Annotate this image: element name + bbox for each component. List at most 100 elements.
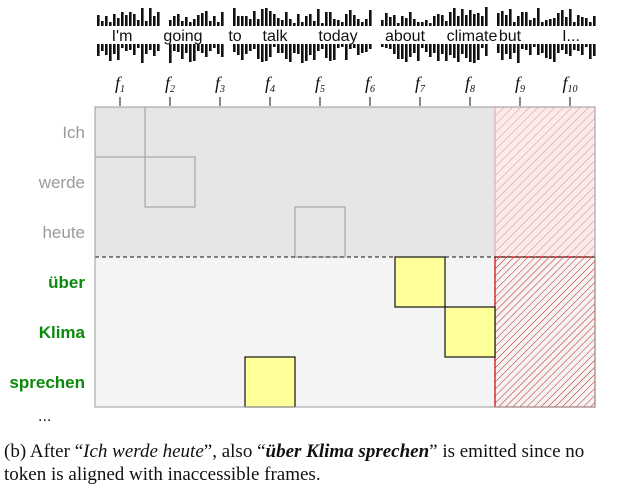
alignment-grid xyxy=(94,106,596,408)
waveform-bar xyxy=(221,12,224,26)
waveform-bar xyxy=(481,16,484,26)
waveform-bar xyxy=(569,9,572,26)
waveform-bar xyxy=(221,44,224,57)
waveform-bar xyxy=(273,44,276,47)
frame-subscript: 1 xyxy=(120,84,125,95)
waveform-bar xyxy=(401,44,404,59)
waveform-bar xyxy=(485,44,488,56)
waveform-bar xyxy=(369,10,372,26)
waveform-bar xyxy=(329,12,332,26)
waveform-bar xyxy=(509,44,512,59)
waveform-bar xyxy=(517,44,520,63)
waveform-bar xyxy=(101,44,104,51)
waveform-bar xyxy=(565,17,568,26)
waveform-bar xyxy=(389,17,392,26)
audio-waveform xyxy=(97,7,596,63)
waveform-bar xyxy=(477,44,480,60)
waveform-bar xyxy=(337,44,340,48)
waveform-bar xyxy=(173,16,176,26)
waveform-bar xyxy=(149,44,152,50)
waveform-bar xyxy=(237,44,240,55)
waveform-bar xyxy=(353,15,356,26)
waveform-bar xyxy=(361,44,364,53)
caption-part-1: (b) After “ xyxy=(4,441,84,462)
waveform-bar xyxy=(409,44,412,57)
waveform-bar xyxy=(233,44,236,52)
waveform-bar xyxy=(357,44,360,55)
waveform-bar xyxy=(249,19,252,26)
waveform-bar xyxy=(525,44,528,50)
waveform-bar xyxy=(389,44,392,49)
waveform-bar xyxy=(121,44,124,48)
frame-subscript: 7 xyxy=(420,84,426,95)
waveform-bar xyxy=(469,44,472,62)
frame-subscript: 5 xyxy=(320,84,325,95)
frame-label-f7: f7 xyxy=(415,73,426,95)
waveform-bar xyxy=(265,44,268,61)
waveform-bar xyxy=(533,18,536,26)
token-label-emitted: Klima xyxy=(39,323,86,342)
waveform-bar xyxy=(581,44,584,55)
waveform-bar xyxy=(109,22,112,26)
waveform-bar xyxy=(517,16,520,26)
waveform-bar xyxy=(393,15,396,26)
waveform-bar xyxy=(265,8,268,26)
waveform-bar xyxy=(341,22,344,26)
waveform-bar xyxy=(341,44,344,47)
waveform-bar xyxy=(141,8,144,26)
waveform-bar xyxy=(485,7,488,26)
waveform-bar xyxy=(189,44,192,62)
transcript-word: I... xyxy=(562,28,580,45)
waveform-bar xyxy=(349,44,352,49)
waveform-bar xyxy=(417,44,420,61)
waveform-bar xyxy=(473,14,476,26)
waveform-bar xyxy=(425,44,428,52)
transcript-word: climate xyxy=(447,28,498,45)
waveform-bar xyxy=(157,44,160,51)
waveform-bar xyxy=(213,44,216,48)
waveform-bar xyxy=(413,19,416,26)
waveform-bar xyxy=(457,44,460,62)
waveform-bar xyxy=(253,44,256,49)
waveform-bar xyxy=(509,9,512,26)
waveform-bar xyxy=(181,44,184,59)
waveform-bar xyxy=(405,44,408,62)
waveform-bar xyxy=(321,23,324,26)
waveform-bar xyxy=(317,9,320,26)
frame-subscript: 4 xyxy=(270,84,275,95)
waveform-bar xyxy=(325,44,328,58)
waveform-bar xyxy=(185,44,188,53)
waveform-bar xyxy=(141,44,144,63)
frame-label-f4: f4 xyxy=(265,73,275,95)
waveform-bar xyxy=(533,44,536,47)
waveform-bar xyxy=(309,14,312,26)
waveform-bar xyxy=(213,16,216,26)
grid-border xyxy=(94,106,596,408)
token-label-emitted: sprechen xyxy=(9,373,85,392)
waveform-bar xyxy=(241,16,244,26)
waveform-bar xyxy=(281,20,284,26)
waveform-bar xyxy=(129,12,132,26)
waveform-bar xyxy=(249,44,252,51)
waveform-bar xyxy=(477,13,480,26)
waveform-bar xyxy=(521,44,524,49)
waveform-bar xyxy=(433,44,436,53)
waveform-bar xyxy=(185,17,188,26)
waveform-bar xyxy=(577,44,580,51)
frame-label-f9: f9 xyxy=(515,73,525,95)
frame-subscript: 9 xyxy=(520,84,525,95)
waveform-bar xyxy=(301,44,304,63)
waveform-bar xyxy=(349,10,352,26)
frame-subscript: 2 xyxy=(170,84,175,95)
waveform-bar xyxy=(433,16,436,26)
waveform-bar xyxy=(569,44,572,56)
waveform-bar xyxy=(289,19,292,26)
waveform-bar xyxy=(593,16,596,26)
frame-label-f6: f6 xyxy=(365,73,375,95)
alignment-box-emitted xyxy=(444,306,496,358)
waveform-bar xyxy=(589,44,592,59)
transcript-word: but xyxy=(499,28,522,45)
waveform-bar xyxy=(473,44,476,63)
frame-label-f8: f8 xyxy=(465,73,475,95)
waveform-bar xyxy=(505,44,508,54)
